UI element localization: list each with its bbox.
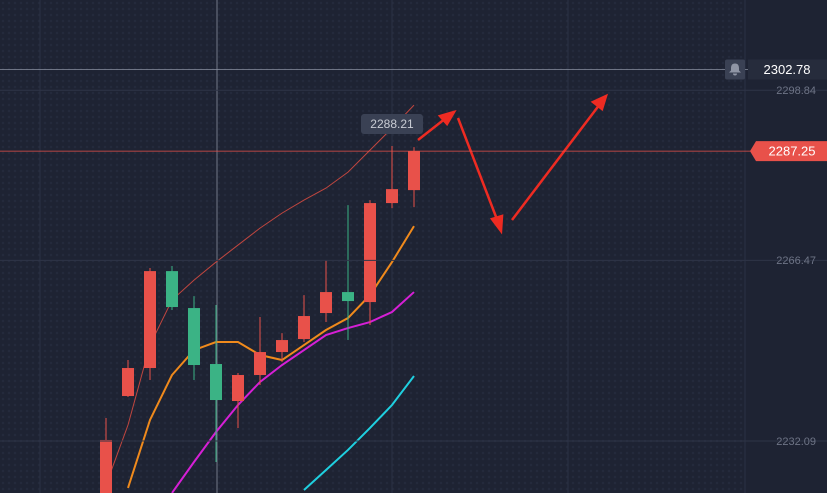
crosshair-price-tag	[748, 59, 827, 80]
y-tick-label: 2266.47	[776, 255, 816, 267]
y-tick-label: 2232.09	[776, 436, 816, 448]
moving-average	[105, 104, 415, 486]
bell-icon	[729, 63, 741, 76]
candle-body	[386, 189, 398, 204]
plot-area	[100, 104, 420, 493]
candle-body	[144, 271, 156, 369]
moving-average	[303, 375, 415, 491]
candle-body	[364, 203, 376, 303]
current-price-tag	[750, 141, 827, 162]
candle-body	[188, 308, 200, 366]
candle-body	[320, 292, 332, 314]
candle-body	[276, 340, 288, 353]
candle-body	[232, 375, 244, 402]
crosshair-price-label: 2302.78	[764, 62, 811, 77]
moving-average	[171, 291, 415, 493]
vertical-grid	[39, 0, 746, 493]
y-tick-label: 2298.84	[776, 85, 816, 97]
candle-body	[100, 439, 112, 493]
candle-body	[298, 316, 310, 340]
candle-body	[210, 364, 222, 401]
high-tooltip-label: 2288.21	[370, 117, 414, 131]
candle-body	[254, 352, 266, 376]
candle-body	[408, 151, 420, 191]
candle-body	[122, 368, 134, 397]
high-tooltip-box	[361, 114, 423, 135]
candle-body	[166, 271, 178, 308]
drawn-arrows	[417, 93, 609, 235]
current-price-label: 2287.25	[769, 144, 816, 159]
candle-body	[342, 292, 354, 302]
